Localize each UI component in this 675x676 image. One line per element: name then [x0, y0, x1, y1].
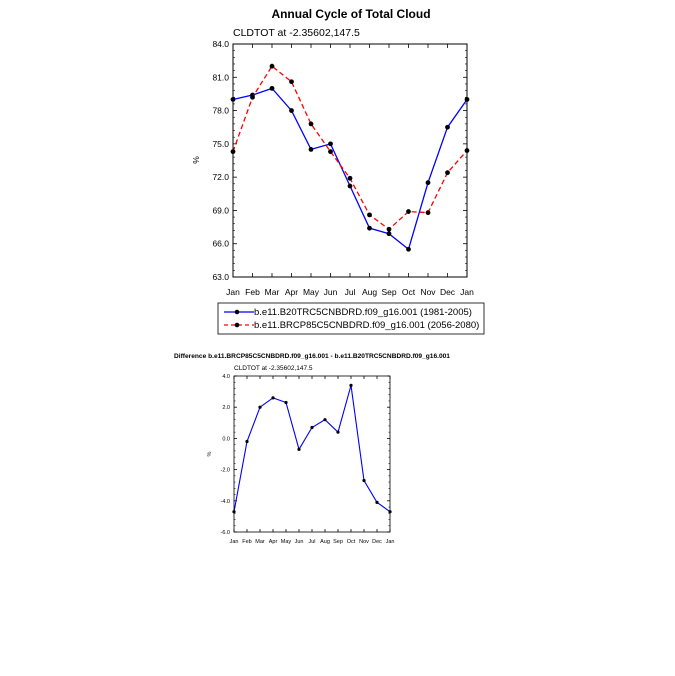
- series-0-point: [323, 418, 327, 422]
- x-tick-label: Jan: [386, 539, 395, 545]
- x-tick-label: Mar: [255, 539, 265, 545]
- series-0-point: [362, 478, 366, 483]
- series-0-point: [310, 425, 314, 430]
- series-0-point: [284, 400, 288, 405]
- x-tick-label: Nov: [420, 287, 436, 297]
- x-tick-label: Oct: [347, 539, 356, 545]
- y-tick-label: 72.0: [212, 172, 229, 182]
- x-tick-label: May: [303, 287, 320, 297]
- legend-label-historical: b.e11.B20TRC5CNBDRD.f09_g16.001 (1981-20…: [254, 307, 472, 318]
- x-tick-label: Dec: [372, 539, 382, 545]
- plot-frame: [232, 43, 468, 278]
- series-0-point: [289, 108, 294, 113]
- y-tick-label: 69.0: [212, 205, 229, 215]
- legend-box: [217, 302, 485, 335]
- series-0-point: [269, 85, 275, 91]
- legend-label-rcp85: b.e11.BRCP85C5CNBDRD.f09_g16.001 (2056-2…: [254, 320, 479, 331]
- legend: b.e11.B20TRC5CNBDRD.f09_g16.001 (1981-20…: [217, 302, 485, 335]
- series-1-point: [328, 149, 333, 155]
- series-0-point: [308, 147, 314, 152]
- x-tick-label: Feb: [242, 539, 251, 545]
- series-0-point: [245, 439, 249, 444]
- y-tick-label: 78.0: [212, 106, 229, 116]
- x-tick-label: Jun: [324, 287, 338, 297]
- series-1-point: [347, 175, 353, 181]
- series-0-point: [367, 225, 372, 231]
- chart-subtitle: CLDTOT at -2.35602,147.5: [233, 27, 360, 39]
- series-1-point: [425, 210, 431, 216]
- series-0-point: [347, 183, 353, 189]
- series-0-point: [386, 231, 392, 237]
- x-tick-label: Mar: [265, 287, 280, 297]
- y-tick-label: 81.0: [212, 72, 229, 82]
- difference-chart-subtitle: CLDTOT at -2.35602,147.5: [234, 365, 313, 372]
- series-1-point: [406, 209, 411, 214]
- legend-marker-rcp85: [234, 322, 240, 328]
- y-axis-label: %: [191, 156, 201, 164]
- series-0-point: [258, 405, 262, 409]
- y-tick-label: 4.0: [222, 374, 230, 380]
- series-0-point: [445, 124, 450, 130]
- series-1-point: [367, 212, 372, 218]
- y-tick-label: 0.0: [222, 436, 230, 442]
- y-tick-label: -2.0: [221, 468, 230, 474]
- series-line-0: [232, 87, 468, 251]
- y-tick-label: -4.0: [221, 499, 230, 505]
- series-line-0: [233, 385, 391, 513]
- chart-title: Annual Cycle of Total Cloud: [271, 7, 430, 21]
- y-tick-label: 66.0: [212, 239, 229, 249]
- x-tick-label: Jul: [308, 539, 315, 545]
- series-0-point: [375, 500, 379, 504]
- series-0-point: [349, 383, 353, 387]
- legend-marker-historical: [234, 309, 240, 315]
- y-tick-label: 84.0: [212, 39, 229, 49]
- series-0-point: [406, 246, 411, 252]
- x-tick-label: Oct: [402, 287, 416, 297]
- series-0-point: [271, 396, 275, 400]
- x-tick-label: Apr: [285, 287, 298, 297]
- y-tick-label: 75.0: [212, 139, 229, 149]
- x-tick-label: Jul: [345, 287, 356, 297]
- series-0-point: [336, 430, 340, 434]
- series-0-point: [425, 180, 431, 186]
- legend-entry-rcp85: b.e11.BRCP85C5CNBDRD.f09_g16.001 (2056-2…: [224, 320, 479, 331]
- x-tick-label: Sep: [381, 287, 396, 297]
- y-tick-label: 2.0: [222, 405, 230, 411]
- series-0-point: [297, 447, 301, 451]
- x-tick-label: Jan: [460, 287, 474, 297]
- x-tick-label: Sep: [333, 539, 343, 545]
- series-1-point: [250, 94, 255, 100]
- series-1-point: [269, 63, 275, 69]
- x-tick-label: Nov: [359, 539, 369, 545]
- difference-chart: Difference b.e11.BRCP85C5CNBDRD.f09_g16.…: [174, 353, 450, 545]
- difference-plot-frame: [233, 375, 391, 533]
- x-tick-label: May: [281, 539, 292, 545]
- x-tick-label: Feb: [245, 287, 260, 297]
- difference-chart-title: Difference b.e11.BRCP85C5CNBDRD.f09_g16.…: [174, 353, 450, 360]
- series-1-point: [445, 170, 450, 176]
- difference-y-axis-label: %: [207, 451, 213, 456]
- x-tick-label: Dec: [440, 287, 456, 297]
- x-tick-label: Jan: [226, 287, 240, 297]
- series-line-1: [232, 65, 468, 231]
- series-0-point: [328, 141, 333, 147]
- x-tick-label: Jun: [295, 539, 304, 545]
- y-tick-label: -6.0: [221, 530, 230, 536]
- series-1-point: [308, 121, 314, 127]
- legend-entry-historical: b.e11.B20TRC5CNBDRD.f09_g16.001 (1981-20…: [224, 307, 472, 318]
- series-1-point: [289, 79, 294, 85]
- series-1-point: [386, 226, 392, 232]
- x-tick-label: Apr: [269, 539, 278, 545]
- annual-cycle-chart: Annual Cycle of Total Cloud CLDTOT at -2…: [191, 7, 474, 297]
- x-tick-label: Jan: [230, 539, 239, 545]
- x-tick-label: Aug: [362, 287, 377, 297]
- y-tick-label: 63.0: [212, 272, 229, 282]
- x-tick-label: Aug: [320, 539, 330, 545]
